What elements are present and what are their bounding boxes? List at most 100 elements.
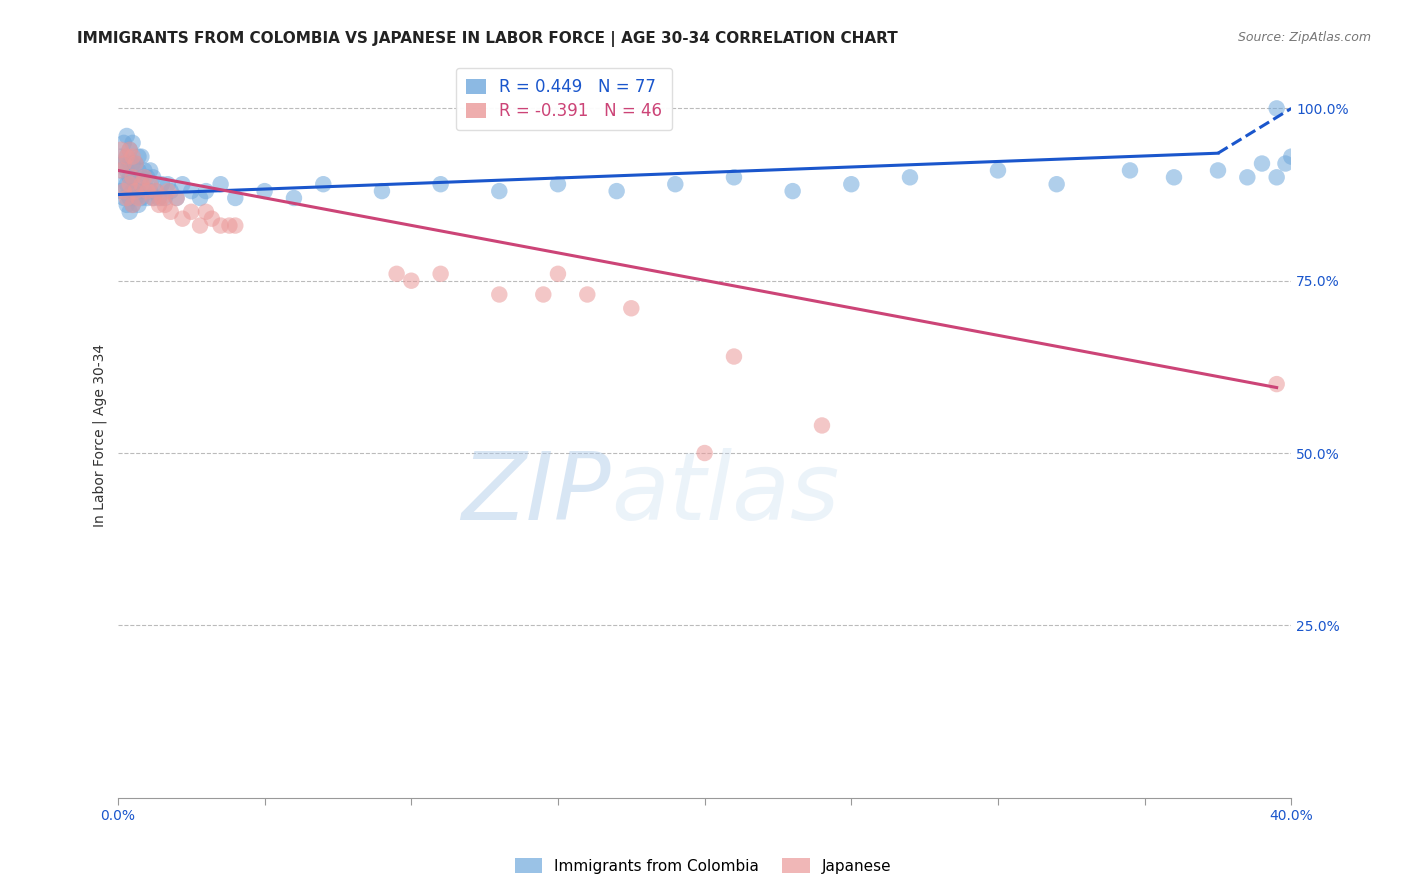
Point <box>224 191 246 205</box>
Point <box>153 191 176 205</box>
Text: ZIP: ZIP <box>461 448 610 539</box>
Point <box>139 178 162 192</box>
Point <box>209 178 232 192</box>
Point <box>898 170 921 185</box>
Point <box>127 184 149 198</box>
Point <box>180 204 202 219</box>
Point <box>121 170 143 185</box>
Point <box>194 204 217 219</box>
Point <box>127 191 149 205</box>
Point <box>531 287 554 301</box>
Point <box>1274 156 1296 170</box>
Point <box>188 191 211 205</box>
Point <box>121 198 143 212</box>
Point <box>201 211 224 226</box>
Point <box>142 191 165 205</box>
Point <box>134 170 156 185</box>
Point <box>112 184 135 198</box>
Point <box>312 178 335 192</box>
Point <box>811 418 834 433</box>
Point <box>115 150 138 164</box>
Point <box>127 150 149 164</box>
Point <box>1119 163 1142 178</box>
Point <box>224 219 246 233</box>
Point <box>118 170 141 185</box>
Point <box>159 204 181 219</box>
Point <box>1206 163 1229 178</box>
Point <box>124 156 146 170</box>
Point <box>131 178 153 192</box>
Point <box>131 170 153 185</box>
Point <box>1251 156 1274 170</box>
Point <box>112 178 135 192</box>
Point <box>142 191 165 205</box>
Point <box>209 219 232 233</box>
Point <box>124 184 146 198</box>
Point <box>429 178 451 192</box>
Legend: Immigrants from Colombia, Japanese: Immigrants from Colombia, Japanese <box>509 852 897 880</box>
Point <box>166 191 188 205</box>
Point <box>110 163 132 178</box>
Point <box>118 143 141 157</box>
Point <box>112 156 135 170</box>
Point <box>121 170 143 185</box>
Point <box>620 301 643 316</box>
Point <box>110 163 132 178</box>
Point <box>112 136 135 150</box>
Point <box>136 191 159 205</box>
Point <box>110 150 132 164</box>
Point <box>139 163 162 178</box>
Point <box>148 198 170 212</box>
Point <box>134 184 156 198</box>
Point <box>131 150 153 164</box>
Legend: R = 0.449   N = 77, R = -0.391   N = 46: R = 0.449 N = 77, R = -0.391 N = 46 <box>456 68 672 130</box>
Y-axis label: In Labor Force | Age 30-34: In Labor Force | Age 30-34 <box>93 344 107 527</box>
Point <box>134 163 156 178</box>
Point <box>118 143 141 157</box>
Point <box>145 184 167 198</box>
Point <box>488 184 510 198</box>
Point <box>156 178 179 192</box>
Point <box>121 156 143 170</box>
Point <box>180 184 202 198</box>
Point <box>253 184 276 198</box>
Text: atlas: atlas <box>610 448 839 539</box>
Point <box>723 170 745 185</box>
Point <box>664 178 686 192</box>
Point <box>145 184 167 198</box>
Point <box>488 287 510 301</box>
Point <box>283 191 305 205</box>
Point <box>121 150 143 164</box>
Point <box>385 267 408 281</box>
Point <box>1046 178 1069 192</box>
Point <box>118 204 141 219</box>
Point <box>136 184 159 198</box>
Point <box>1163 170 1185 185</box>
Point <box>127 198 149 212</box>
Point <box>371 184 394 198</box>
Point <box>782 184 804 198</box>
Point <box>142 170 165 185</box>
Point <box>118 156 141 170</box>
Point <box>118 178 141 192</box>
Point <box>218 219 240 233</box>
Point <box>1236 170 1258 185</box>
Point <box>166 191 188 205</box>
Point <box>124 178 146 192</box>
Text: IMMIGRANTS FROM COLOMBIA VS JAPANESE IN LABOR FORCE | AGE 30-34 CORRELATION CHAR: IMMIGRANTS FROM COLOMBIA VS JAPANESE IN … <box>77 31 898 47</box>
Point <box>194 184 217 198</box>
Point <box>606 184 628 198</box>
Point <box>112 191 135 205</box>
Point <box>115 128 138 143</box>
Point <box>150 178 173 192</box>
Point <box>121 136 143 150</box>
Point <box>153 198 176 212</box>
Point <box>115 163 138 178</box>
Point <box>1265 102 1288 116</box>
Point <box>188 219 211 233</box>
Point <box>110 143 132 157</box>
Point <box>723 350 745 364</box>
Point <box>156 184 179 198</box>
Point <box>401 274 423 288</box>
Point <box>693 446 716 460</box>
